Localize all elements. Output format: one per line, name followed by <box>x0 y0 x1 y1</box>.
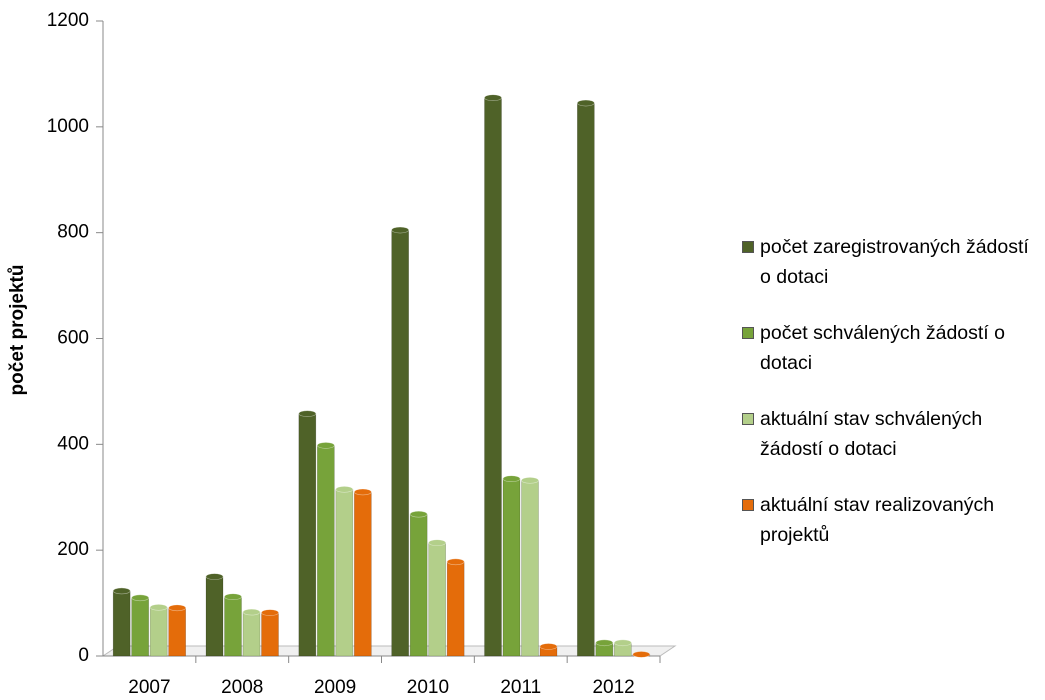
x-tick-label: 2008 <box>221 677 263 698</box>
legend-label: počet zaregistrovaných žádostí o dotaci <box>760 236 1029 288</box>
bar-cap <box>354 488 372 496</box>
y-tick-label: 0 <box>78 645 89 666</box>
bar-cap <box>335 486 354 493</box>
bar-cap <box>502 475 521 483</box>
x-tick-label: 2007 <box>128 677 170 698</box>
y-tick-label: 600 <box>57 328 89 349</box>
bar <box>168 607 186 657</box>
x-tick-label: 2012 <box>592 677 634 698</box>
bar-cap <box>224 593 242 601</box>
bar-cap <box>242 608 261 616</box>
bar <box>112 590 131 657</box>
y-tick-label: 400 <box>57 433 89 454</box>
bar-cap <box>409 510 428 518</box>
bar-cap <box>595 639 614 647</box>
legend-swatch <box>742 499 754 511</box>
bar <box>521 480 539 657</box>
bar-cap <box>632 651 651 658</box>
bar <box>335 489 354 657</box>
x-tick-label: 2009 <box>314 677 356 698</box>
y-tick-label: 1000 <box>47 116 89 137</box>
y-tick-label: 1200 <box>47 10 89 31</box>
bar-cap <box>317 442 335 449</box>
legend: počet zaregistrovaných žádostí o dotaci p… <box>740 232 1040 576</box>
bar-cap <box>261 609 279 616</box>
bar <box>205 576 224 657</box>
bar-cap <box>205 573 224 580</box>
legend-label: aktuální stav realizovaných projektů <box>760 494 995 546</box>
bar-cap <box>391 226 409 234</box>
bar <box>298 413 317 657</box>
bar <box>354 491 372 657</box>
bar <box>428 542 446 657</box>
legend-swatch <box>742 413 754 425</box>
legend-entry: počet schválených žádostí o dotaci <box>740 318 1040 378</box>
legend-entry: počet zaregistrovaných žádostí o dotaci <box>740 232 1040 292</box>
bar-cap <box>298 410 317 417</box>
legend-entry: aktuální stav schválených žádostí o dota… <box>740 404 1040 464</box>
bar-cap <box>131 594 149 602</box>
legend-label: aktuální stav schválených žádostí o dota… <box>760 408 983 460</box>
bar <box>502 478 521 657</box>
legend-label: počet schválených žádostí o dotaci <box>760 322 1005 374</box>
legend-swatch <box>742 327 754 339</box>
bar <box>149 607 168 657</box>
legend-entry: aktuální stav realizovaných projektů <box>740 490 1040 550</box>
bar <box>261 612 279 657</box>
bar <box>391 229 409 657</box>
bar-cap <box>428 539 446 547</box>
bar <box>131 597 149 657</box>
bar-cap <box>577 99 595 107</box>
legend-swatch <box>742 241 754 253</box>
bar <box>484 97 502 657</box>
bar-cap <box>446 558 465 566</box>
bar <box>446 561 465 657</box>
bar <box>409 513 428 657</box>
bar-cap <box>168 604 186 612</box>
bar <box>242 611 261 657</box>
bar <box>317 445 335 657</box>
bar <box>577 102 595 657</box>
bar-cap <box>614 639 632 647</box>
bar-cap <box>149 604 168 611</box>
bar <box>224 596 242 657</box>
bar-cap <box>539 643 558 650</box>
y-tick-label: 800 <box>57 222 89 243</box>
x-tick-label: 2010 <box>407 677 449 698</box>
bar-cap <box>112 587 131 595</box>
bar-cap <box>484 94 502 102</box>
y-axis-label: počet projektů <box>7 265 28 396</box>
bar-cap <box>521 477 539 484</box>
y-tick-label: 200 <box>57 539 89 560</box>
x-tick-label: 2011 <box>500 677 541 698</box>
